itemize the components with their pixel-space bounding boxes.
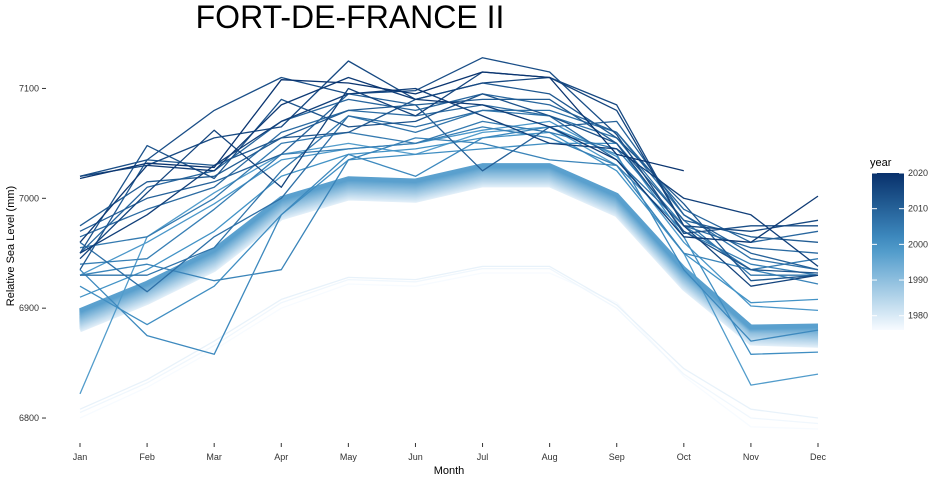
legend-colorbar [872,173,904,330]
series-line-1997 [79,163,819,330]
series-line-2000 [79,131,819,304]
series-line-1978 [79,265,819,419]
legend-tick-label: 2020 [908,168,928,178]
series-line-2005 [79,120,819,271]
series-layer [79,57,819,430]
chart-title: FORT-DE-FRANCE II [196,0,505,35]
x-tick-label: Feb [139,452,155,462]
x-axis: Jan Feb Mar Apr May Jun Jul Aug Sep Oct Nov Dec [73,443,827,462]
x-tick-label: Jun [408,452,423,462]
series-line-2015 [79,60,819,232]
x-tick-label: Nov [743,452,760,462]
y-axis: 6800 6900 7000 7100 [19,83,46,423]
x-axis-title: Month [434,465,465,477]
x-tick-label: Apr [274,452,288,462]
series-line-2016 [79,71,819,287]
y-tick-label: 6800 [19,413,39,423]
y-tick-label: 6900 [19,303,39,313]
series-line-2007 [79,109,819,293]
x-tick-label: Aug [542,452,558,462]
x-tick-label: Jan [73,452,88,462]
series-line-2014 [79,57,818,235]
legend: year 1980 1990 2000 2010 2020 [870,157,928,330]
series-line-2002 [79,126,819,355]
y-tick-label: 7000 [19,193,39,203]
x-tick-label: Sep [609,452,625,462]
legend-tick-label: 1980 [908,311,928,321]
x-tick-label: Dec [810,452,827,462]
x-tick-label: Mar [206,452,222,462]
series-line-2008 [79,104,819,254]
series-line-2019 [79,71,684,180]
legend-title: year [870,157,892,169]
y-axis-title: Relative Sea Level (mm) [5,186,17,306]
series-line-2018 [79,76,819,243]
legend-tick-label: 2000 [908,239,928,249]
series-line-2010 [79,93,819,271]
series-line-1976 [79,272,819,430]
y-tick-label: 7100 [19,83,39,93]
series-line-2003 [79,137,819,285]
x-tick-label: May [340,452,358,462]
series-line-1999 [79,120,819,312]
x-tick-label: Oct [677,452,692,462]
legend-tick-label: 2010 [908,204,928,214]
series-line-2004 [79,126,819,276]
legend-tick-label: 1990 [908,275,928,285]
legend-ticks: 1980 1990 2000 2010 2020 [872,168,928,321]
x-tick-label: Jul [477,452,489,462]
